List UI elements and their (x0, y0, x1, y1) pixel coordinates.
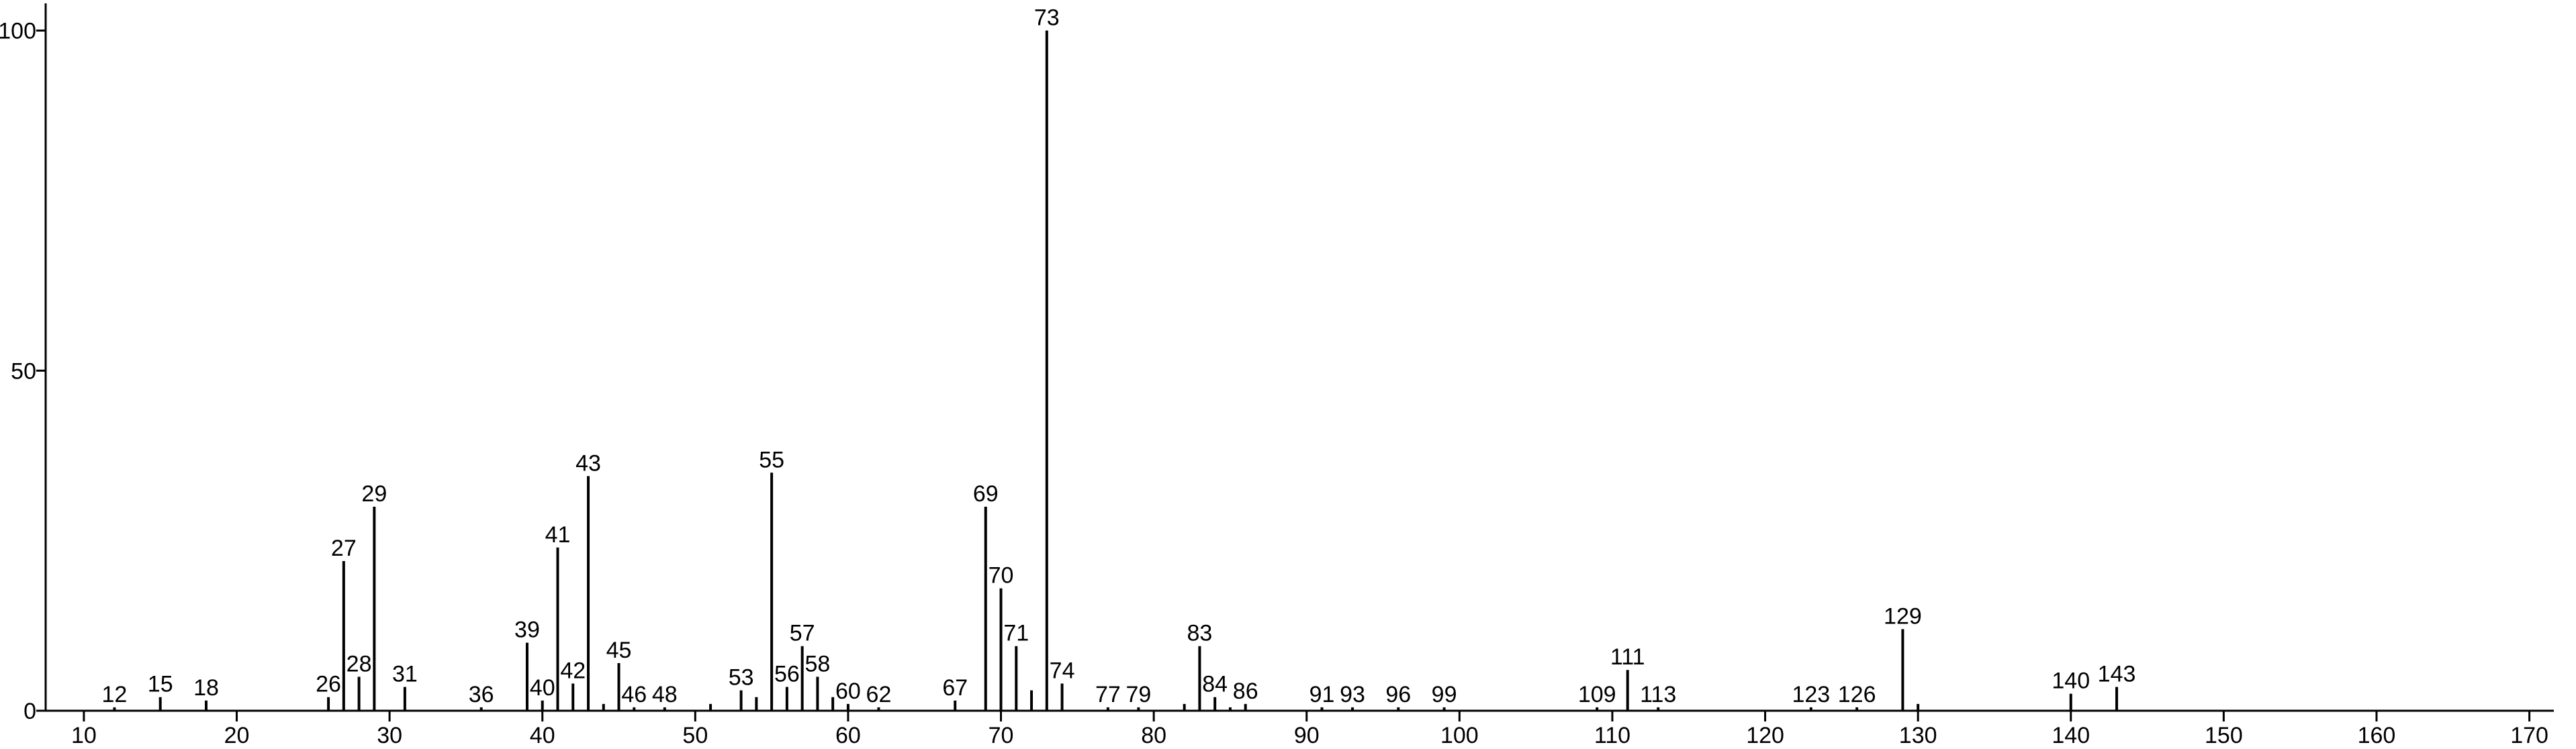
peak-label: 143 (2098, 662, 2136, 687)
peak-label: 140 (2052, 668, 2090, 694)
x-tick-label: 20 (224, 723, 250, 748)
peak-label: 67 (942, 675, 968, 701)
peak-label: 18 (193, 675, 219, 701)
peak-label: 36 (469, 682, 494, 707)
peak-label: 57 (790, 621, 815, 646)
y-tick-label: 100 (0, 19, 36, 44)
x-tick-label: 50 (682, 723, 708, 748)
peak-label: 99 (1432, 682, 1457, 707)
peak-label: 86 (1233, 679, 1258, 704)
peak-label: 40 (530, 675, 555, 701)
peak-label: 70 (988, 563, 1014, 589)
peak-label: 15 (148, 672, 173, 697)
peak-label: 71 (1003, 621, 1029, 646)
peak-label: 69 (973, 481, 999, 507)
x-tick-label: 100 (1440, 723, 1479, 748)
peak-label: 43 (576, 450, 601, 476)
peak-label: 48 (652, 682, 678, 707)
x-tick-label: 30 (377, 723, 402, 748)
peak-label: 26 (316, 672, 341, 697)
peak-label: 41 (545, 522, 571, 548)
peak-label: 96 (1385, 682, 1411, 707)
peak-label: 60 (835, 679, 861, 704)
x-tick-label: 90 (1294, 723, 1320, 748)
peak-label: 62 (866, 682, 892, 707)
peak-label: 84 (1202, 672, 1228, 697)
peak-label: 91 (1309, 682, 1335, 707)
peak-label: 58 (804, 651, 830, 677)
peak-label: 111 (1610, 644, 1645, 670)
y-tick-label: 0 (24, 699, 36, 724)
peak-label: 55 (759, 447, 784, 472)
x-tick-label: 120 (1746, 723, 1784, 748)
peak-label: 12 (102, 682, 128, 707)
peak-label: 113 (1640, 682, 1676, 707)
peak-label: 123 (1792, 682, 1830, 707)
peak-label: 29 (361, 481, 387, 507)
x-tick-label: 40 (530, 723, 555, 748)
x-tick-label: 80 (1141, 723, 1166, 748)
peak-label: 93 (1340, 682, 1365, 707)
peak-label: 126 (1838, 682, 1876, 707)
peak-label: 109 (1578, 682, 1616, 707)
x-tick-label: 70 (988, 723, 1014, 748)
peak-label: 129 (1884, 603, 1922, 629)
x-tick-label: 130 (1899, 723, 1937, 748)
x-tick-label: 140 (2052, 723, 2090, 748)
peak-label: 46 (621, 682, 647, 707)
peak-label: 53 (729, 665, 754, 691)
x-tick-label: 160 (2358, 723, 2396, 748)
peak-label: 74 (1050, 658, 1075, 683)
peak-label: 31 (392, 662, 418, 687)
x-tick-label: 10 (71, 723, 97, 748)
peak-label: 27 (331, 536, 357, 561)
peak-label: 39 (514, 617, 540, 643)
peak-label: 77 (1095, 682, 1121, 707)
peak-label: 83 (1187, 621, 1213, 646)
y-tick-label: 50 (11, 358, 36, 384)
x-tick-label: 170 (2510, 723, 2548, 748)
peak-label: 45 (606, 638, 632, 663)
peak-label: 73 (1034, 5, 1060, 31)
x-tick-label: 110 (1594, 723, 1630, 748)
peak-label: 56 (774, 662, 800, 687)
peak-label: 42 (560, 658, 586, 683)
peak-label: 28 (347, 651, 372, 677)
x-tick-label: 150 (2205, 723, 2243, 748)
peak-label: 79 (1125, 682, 1151, 707)
x-tick-label: 60 (835, 723, 861, 748)
